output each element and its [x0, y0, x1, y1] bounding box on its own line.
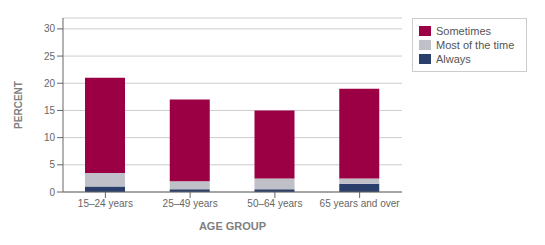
html-text:Always: Always: [436, 53, 471, 65]
svg-text:50–64 years: 50–64 years: [247, 198, 302, 209]
svg-text:65 years and over: 65 years and over: [320, 198, 401, 209]
svg-text:PERCENT: PERCENT: [13, 81, 24, 129]
svg-text:30: 30: [44, 23, 56, 34]
html-text:Most of the time: Most of the time: [436, 39, 515, 51]
svg-text:0: 0: [49, 187, 55, 198]
html-text:Sometimes: Sometimes: [436, 25, 491, 37]
svg-text:5: 5: [49, 159, 55, 170]
svg-text:AGE GROUP: AGE GROUP: [199, 220, 266, 232]
svg-text:15: 15: [44, 105, 56, 116]
svg-text:25: 25: [44, 51, 56, 62]
svg-text:10: 10: [44, 132, 56, 143]
svg-text:20: 20: [44, 78, 56, 89]
svg-text:25–49 years: 25–49 years: [163, 198, 218, 209]
svg-text:15–24 years: 15–24 years: [78, 198, 133, 209]
